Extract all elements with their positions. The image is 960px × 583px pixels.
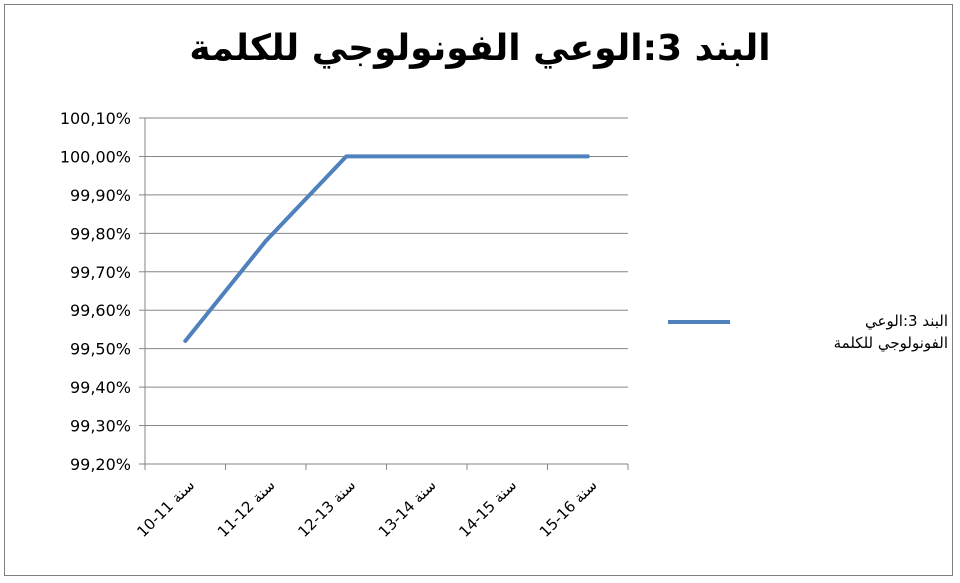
- y-tick-label: 99,20%: [70, 455, 131, 474]
- chart-frame: [4, 4, 953, 576]
- y-tick-labels: 100,10% 100,00% 99,90% 99,80% 99,70% 99,60% 99…: [60, 109, 131, 474]
- x-tick-label: 12-13 سنة: [294, 476, 359, 541]
- legend-label: البند 3:الوعي الفونولوجي للكلمة: [833, 312, 948, 352]
- x-tick-label: 14-15 سنة: [455, 476, 520, 541]
- y-tick-label: 99,50%: [70, 340, 131, 359]
- y-tick-label: 100,00%: [60, 147, 131, 166]
- x-tick-label: 10-11 سنة: [133, 476, 198, 541]
- x-tick-label: 11-12 سنة: [214, 476, 279, 541]
- axes: [139, 117, 629, 470]
- x-tick-label: 15-16 سنة: [536, 476, 601, 541]
- y-tick-label: 99,70%: [70, 263, 131, 282]
- gridlines: [145, 117, 628, 465]
- series-line: [183, 154, 590, 343]
- series-layer: [183, 154, 590, 343]
- y-tick-label: 99,60%: [70, 301, 131, 320]
- y-tick-label: 99,30%: [70, 417, 131, 436]
- y-tick-label: 99,90%: [70, 186, 131, 205]
- y-tick-label: 100,10%: [60, 109, 131, 128]
- x-tick-label: 13-14 سنة: [375, 476, 440, 541]
- chart-title: البند 3:الوعي الفونولوجي للكلمة: [189, 28, 771, 69]
- y-tick-label: 99,40%: [70, 378, 131, 397]
- y-tick-label: 99,80%: [70, 224, 131, 243]
